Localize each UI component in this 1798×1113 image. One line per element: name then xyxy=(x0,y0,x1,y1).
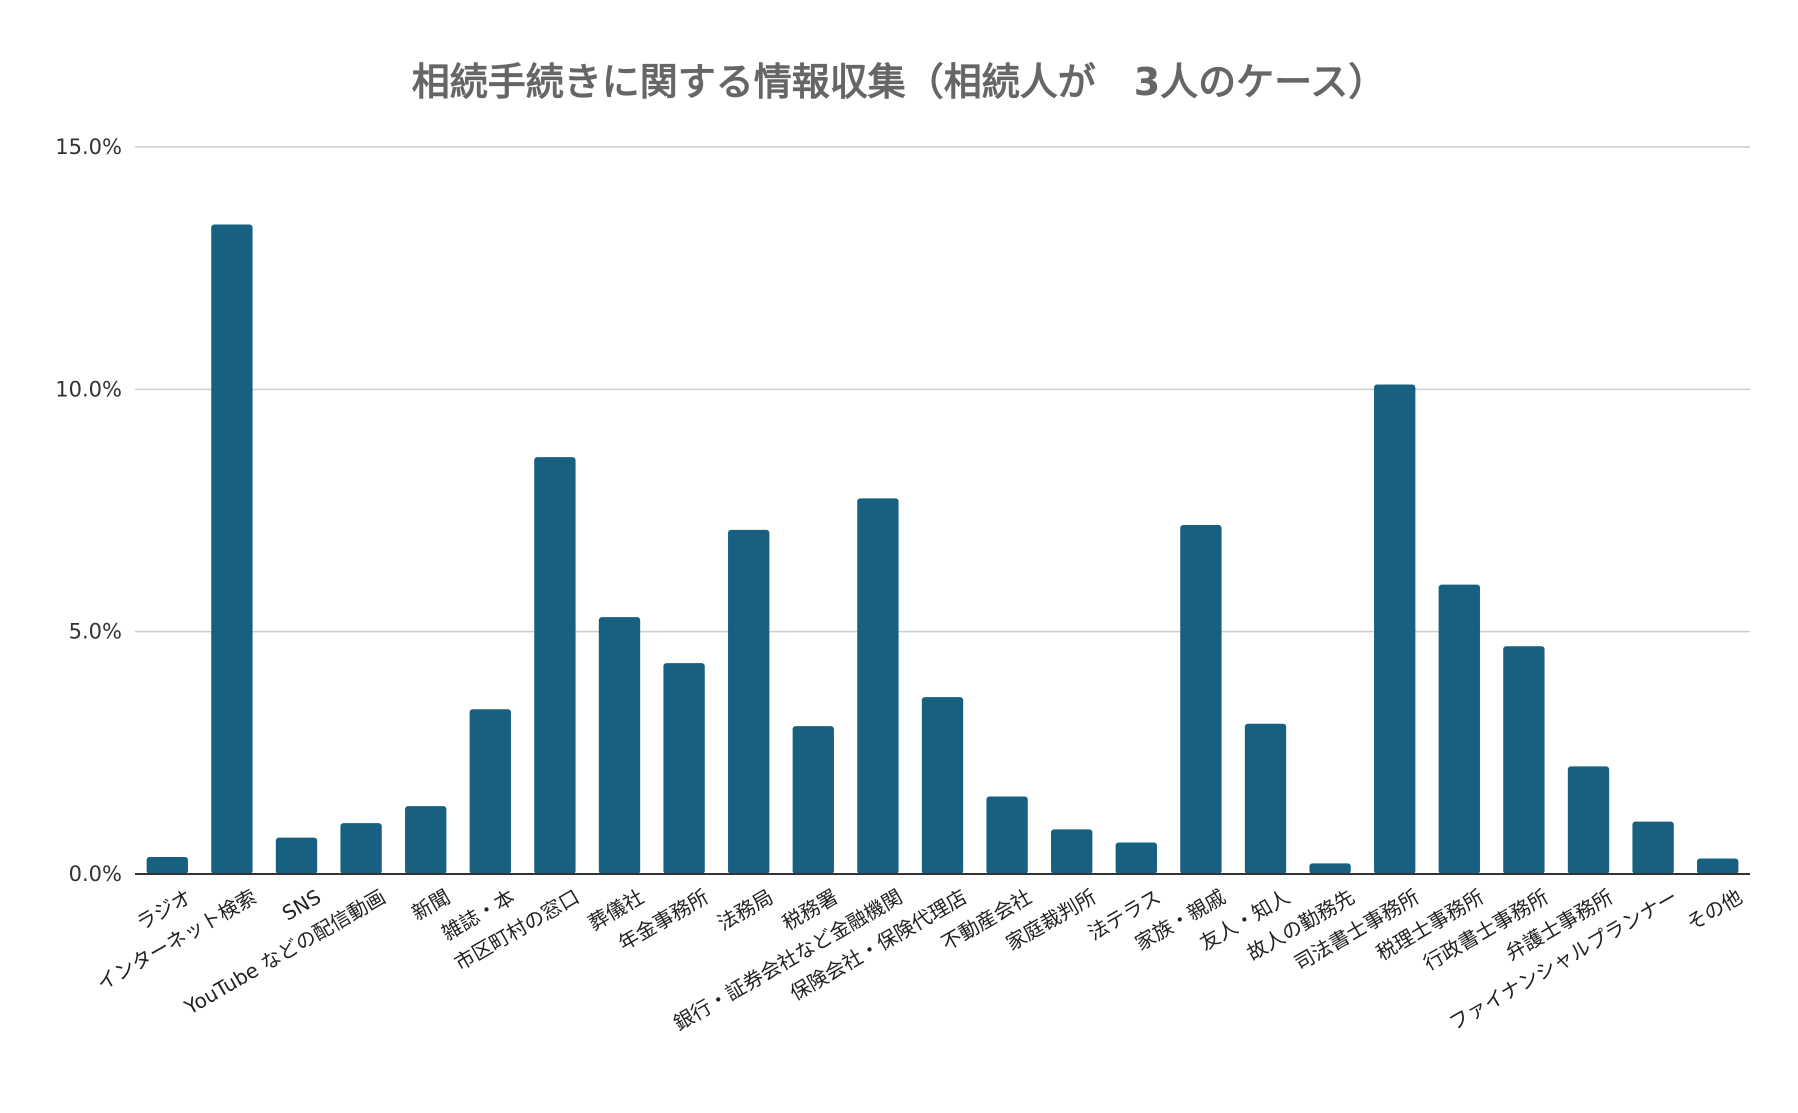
bar xyxy=(275,837,318,874)
y-tick-label: 15.0% xyxy=(55,135,122,159)
bar xyxy=(1180,525,1222,874)
bar xyxy=(340,823,382,874)
bars xyxy=(146,224,1739,875)
bar xyxy=(1051,829,1093,874)
bar xyxy=(986,796,1028,874)
y-tick-label: 0.0% xyxy=(69,862,122,886)
bar xyxy=(857,498,899,874)
chart-title: 相続手続きに関する情報収集（相続人が 3人のケース） xyxy=(412,60,1387,104)
bar xyxy=(211,224,253,875)
bar xyxy=(1567,766,1610,874)
bar xyxy=(1309,863,1351,874)
bar xyxy=(1632,821,1674,874)
bar xyxy=(792,726,834,874)
bar xyxy=(1697,858,1739,874)
y-tick-label: 10.0% xyxy=(55,377,122,401)
bar xyxy=(1374,384,1416,874)
bar xyxy=(1115,842,1157,874)
bar xyxy=(598,617,641,874)
bar xyxy=(534,457,576,874)
x-category-label: その他 xyxy=(1682,885,1746,936)
bar xyxy=(728,529,770,874)
bar xyxy=(146,857,188,874)
gridlines xyxy=(135,146,1750,633)
x-category-label: 法務局 xyxy=(713,885,777,936)
bar xyxy=(1244,723,1287,874)
bar xyxy=(921,697,964,874)
y-axis-tick-labels: 0.0% 5.0% 10.0% 15.0% xyxy=(55,135,122,886)
bar xyxy=(1503,646,1545,874)
bar xyxy=(1438,584,1480,874)
bar xyxy=(469,709,511,874)
y-tick-label: 5.0% xyxy=(69,620,122,644)
bar xyxy=(405,806,447,874)
bar xyxy=(663,663,705,874)
